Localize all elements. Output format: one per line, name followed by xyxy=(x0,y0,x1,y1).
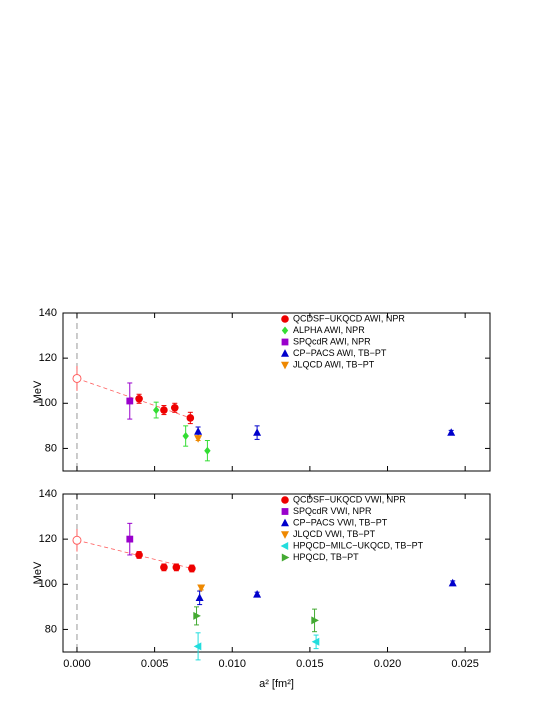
marker xyxy=(186,414,195,422)
x-tick-label: 0.000 xyxy=(63,658,91,670)
legend-label: HPQCD−MILC−UKQCD, TB−PT xyxy=(293,540,424,550)
x-tick-label: 0.025 xyxy=(451,658,479,670)
marker xyxy=(193,642,202,651)
legend-marker xyxy=(281,496,289,504)
legend-label: CP−PACS VWI, TB−PT xyxy=(293,517,388,527)
legend-label: ALPHA AWI, NPR xyxy=(293,325,365,335)
plot-frame xyxy=(62,493,491,653)
marker xyxy=(197,584,206,593)
legend-marker xyxy=(281,518,289,527)
marker xyxy=(193,611,201,620)
legend-label: QCDSF−UKQCD VWI, NPR xyxy=(293,494,406,504)
legend-label: SPQcdR AWI, NPR xyxy=(293,336,371,346)
marker xyxy=(447,428,456,436)
marker xyxy=(170,404,179,412)
legend-label: JLQCD AWI, TB−PT xyxy=(293,359,375,369)
marker xyxy=(135,551,143,559)
marker xyxy=(182,432,189,440)
y-tick-label: 80 xyxy=(45,442,57,454)
x-tick-label: 0.005 xyxy=(141,658,169,670)
extrapolated-point xyxy=(72,535,82,545)
extrapolated-point xyxy=(72,373,82,383)
marker xyxy=(160,406,168,414)
fit-line xyxy=(76,539,192,569)
plot-frame xyxy=(62,312,491,472)
y-tick-label: 140 xyxy=(39,488,57,500)
marker xyxy=(311,616,319,625)
marker xyxy=(126,535,134,543)
marker xyxy=(135,394,143,403)
y-tick-label: 80 xyxy=(45,623,57,635)
legend-marker xyxy=(281,508,289,515)
legend-label: JLQCD VWI, TB−PT xyxy=(293,529,376,539)
fit-line xyxy=(76,378,191,419)
legend-marker xyxy=(281,361,289,370)
marker xyxy=(160,563,168,572)
legend-marker xyxy=(280,542,289,550)
y-tick-label: 120 xyxy=(39,352,57,364)
marker xyxy=(153,406,160,415)
x-tick-label: 0.015 xyxy=(296,658,324,670)
legend-label: SPQcdR VWI, NPR xyxy=(293,506,372,516)
legend-marker xyxy=(281,315,289,323)
marker xyxy=(253,590,262,598)
y-tick-label: 120 xyxy=(39,533,57,545)
x-axis-label: a² [fm²] xyxy=(259,678,294,690)
y-tick-label: 100 xyxy=(39,397,57,409)
x-tick-label: 0.020 xyxy=(374,658,402,670)
marker xyxy=(204,446,211,455)
marker xyxy=(195,593,204,601)
marker xyxy=(188,564,196,573)
y-axis-label: MeV xyxy=(32,561,44,584)
legend-label: CP−PACS AWI, TB−PT xyxy=(293,348,387,358)
marker xyxy=(194,427,203,435)
marker xyxy=(253,428,262,436)
y-axis-label: MeV xyxy=(32,380,44,403)
legend-marker xyxy=(281,326,289,335)
marker xyxy=(126,397,134,405)
legend-label: HPQCD, TB−PT xyxy=(293,552,359,562)
marker xyxy=(194,435,203,443)
y-tick-label: 100 xyxy=(39,578,57,590)
legend-marker xyxy=(281,531,289,539)
legend-marker xyxy=(281,338,289,346)
legend-label: QCDSF−UKQCD AWI, NPR xyxy=(293,313,405,323)
marker xyxy=(311,637,320,646)
marker xyxy=(172,563,181,572)
marker xyxy=(448,578,457,587)
legend-marker xyxy=(281,553,290,562)
legend-marker xyxy=(281,349,289,357)
y-tick-label: 140 xyxy=(39,307,57,319)
x-tick-label: 0.010 xyxy=(218,658,246,670)
